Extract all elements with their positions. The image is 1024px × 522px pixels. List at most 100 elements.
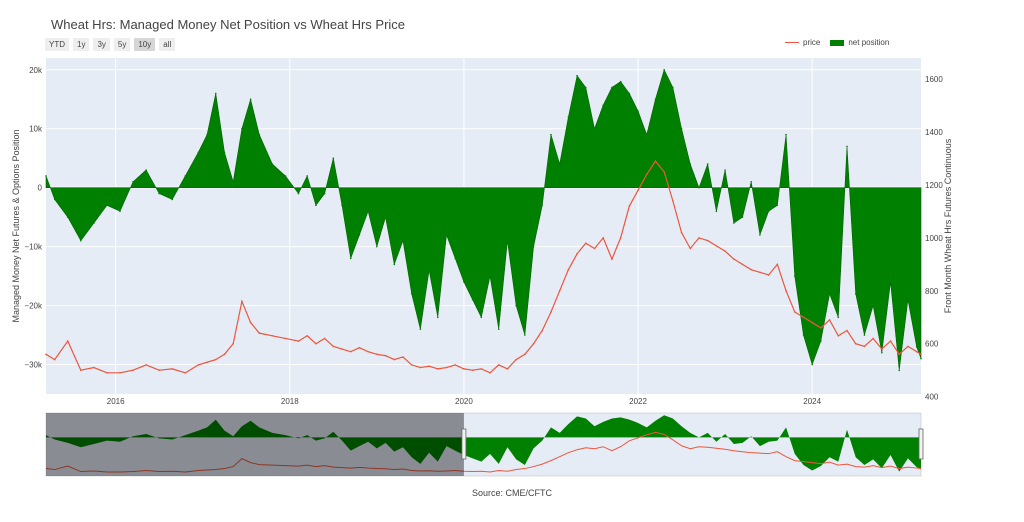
price-point [863, 345, 866, 348]
y-tick-label: −10k [24, 243, 43, 252]
price-point [410, 364, 413, 366]
price-point [80, 369, 82, 371]
price-point [532, 342, 535, 345]
net-position-point [750, 180, 753, 183]
price-point [297, 340, 300, 342]
net-position-point [837, 316, 840, 319]
net-position-point [689, 163, 692, 165]
price-point [463, 368, 465, 370]
range-button-3y[interactable]: 3y [93, 38, 110, 51]
price-point [541, 329, 544, 332]
price-point [698, 237, 700, 239]
price-point [428, 365, 430, 368]
net-position-point [206, 133, 208, 136]
y-tick-label: 0 [38, 184, 43, 193]
price-point [907, 345, 909, 348]
price-point [145, 364, 147, 366]
net-position-point [637, 110, 639, 112]
axes: 20k 10k 0 −10k −20k −30k 2016 2018 2020 2022 2024 1… [11, 66, 953, 406]
y-tick-label: 20k [29, 66, 43, 75]
y2-tick-label: 800 [925, 287, 939, 296]
price-point [637, 189, 639, 192]
net-position-point [907, 298, 909, 301]
price-point [515, 358, 517, 361]
main-plot-area[interactable] [45, 58, 922, 394]
price-point [576, 252, 578, 255]
net-position-point [223, 151, 226, 154]
net-position-point [232, 180, 234, 183]
price-point [846, 329, 848, 332]
net-position-point [214, 92, 217, 95]
net-position-point [828, 292, 831, 295]
net-position-point [367, 210, 369, 213]
net-position-point [576, 74, 578, 77]
range-slider-handle-right[interactable] [918, 428, 924, 460]
range-button-1y[interactable]: 1y [73, 38, 90, 51]
price-point [802, 316, 805, 319]
price-point [489, 372, 491, 374]
price-point [258, 332, 261, 334]
net-position-point [854, 292, 857, 295]
price-point [567, 268, 570, 271]
net-position-point [506, 239, 509, 242]
range-button-5y[interactable]: 5y [113, 38, 131, 51]
net-position-point [846, 145, 848, 148]
price-point [881, 348, 883, 350]
net-position-point [106, 204, 108, 207]
net-position-point [698, 186, 700, 189]
net-position-point [489, 275, 491, 277]
y2-tick-label: 1400 [925, 128, 943, 137]
x-tick-label: 2020 [455, 397, 473, 406]
net-position-point [384, 216, 387, 218]
range-slider[interactable] [45, 412, 924, 477]
price-point [550, 311, 552, 313]
price-point [558, 290, 561, 292]
net-position-point [171, 198, 174, 201]
x-tick-label: 2016 [107, 397, 125, 406]
price-point [454, 364, 457, 366]
price-point [820, 327, 822, 329]
range-button-all[interactable]: all [159, 38, 176, 51]
net-position-point [402, 239, 404, 242]
net-position-point [889, 281, 892, 283]
net-position-point [271, 163, 274, 165]
net-position-point [672, 86, 674, 89]
y-tick-label: −20k [24, 302, 43, 311]
net-position-point [323, 192, 326, 195]
net-position-point [767, 210, 770, 213]
x-tick-label: 2022 [629, 397, 647, 406]
price-point [593, 247, 596, 250]
net-position-point [715, 210, 718, 213]
net-position-point [724, 169, 726, 171]
x-tick-label: 2024 [803, 397, 821, 406]
price-point [585, 242, 587, 244]
net-position-point [454, 257, 457, 260]
price-point [171, 368, 174, 370]
range-slider-handle-left[interactable] [461, 428, 467, 460]
net-position-point [158, 192, 160, 195]
price-point [66, 340, 69, 342]
price-point [524, 353, 526, 356]
price-point [445, 366, 448, 369]
price-point [733, 258, 735, 260]
legend-item-price[interactable]: price [785, 38, 820, 47]
price-point [785, 290, 787, 292]
net-position-point [393, 263, 396, 266]
range-button-10y[interactable]: 10y [134, 38, 156, 51]
legend-net-position-swatch-icon [830, 39, 845, 46]
net-position-point [802, 334, 805, 336]
range-selector: YTD 1y 3y 5y 10y all [45, 38, 176, 51]
net-position-point [132, 180, 134, 183]
legend-price-line-icon [785, 42, 799, 43]
range-slider-price-line [45, 431, 922, 473]
net-position-point [297, 192, 300, 195]
net-position-point [184, 175, 187, 177]
price-point [471, 369, 474, 371]
price-point [654, 160, 657, 162]
price-point [249, 321, 252, 324]
range-button-ytd[interactable]: YTD [45, 38, 69, 51]
net-position-point [515, 304, 517, 307]
price-point [402, 356, 404, 358]
legend-item-net-position[interactable]: net position [830, 38, 889, 47]
